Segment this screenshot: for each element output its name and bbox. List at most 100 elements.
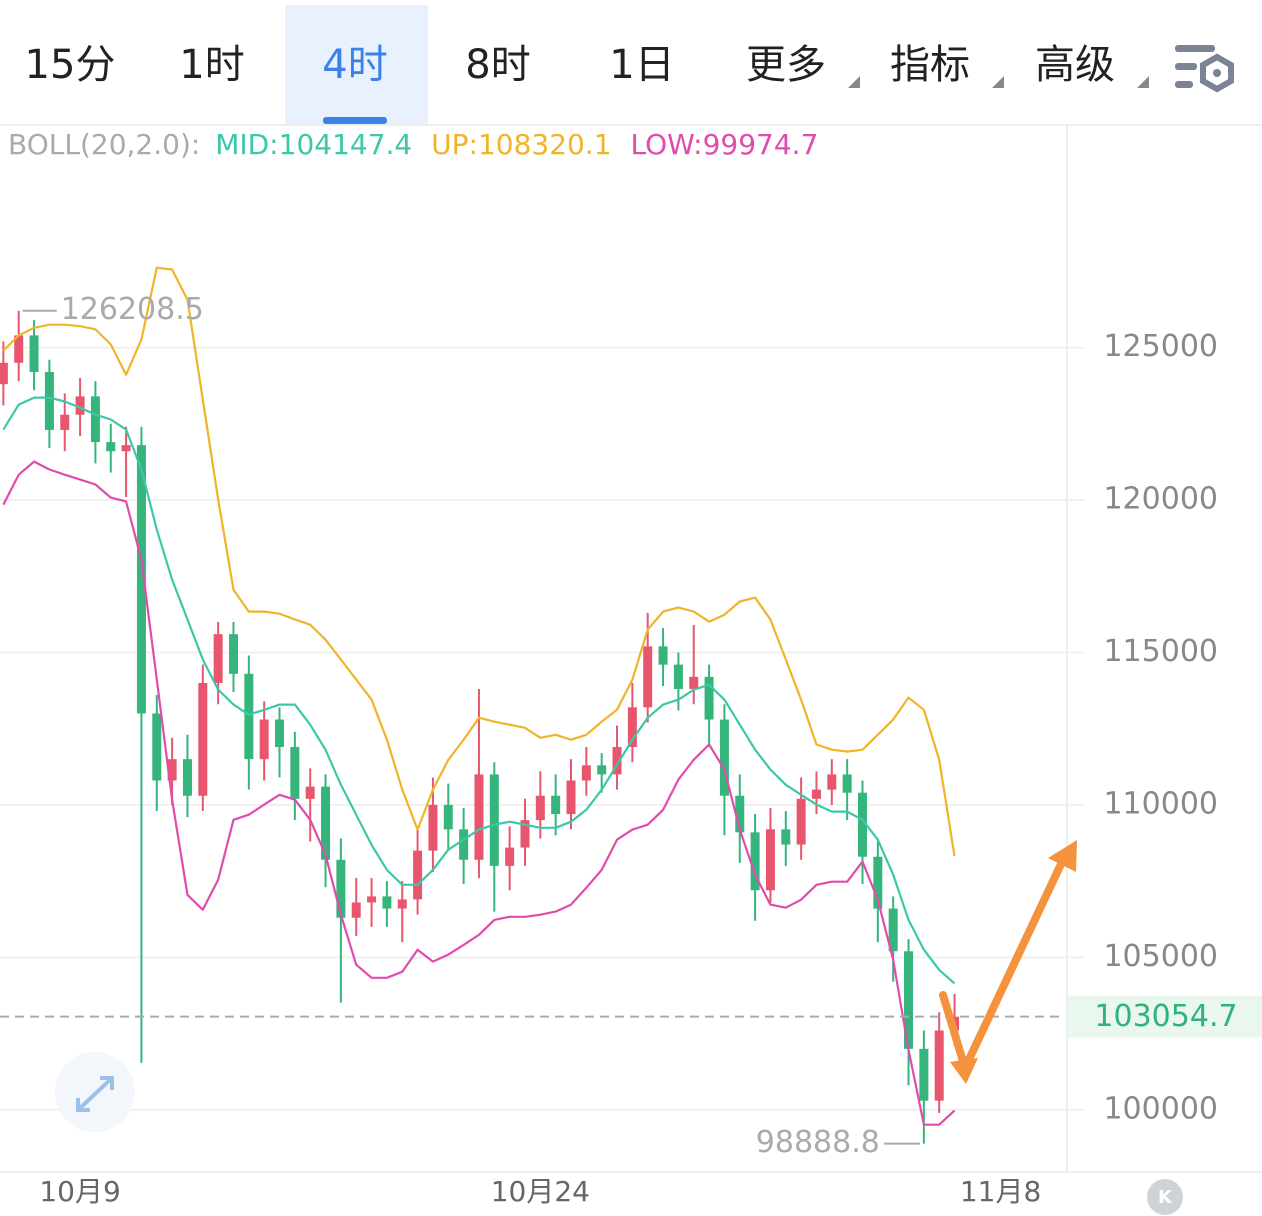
candle-body xyxy=(428,804,438,851)
candle-body xyxy=(213,634,223,683)
plot: 100000 105000 110000 115000 120000 125000 10月9… xyxy=(0,266,1262,1208)
candle-body xyxy=(581,765,591,781)
candle-body xyxy=(888,908,898,952)
candle-body xyxy=(121,445,131,452)
candle-body xyxy=(136,445,146,714)
settings-icon[interactable] xyxy=(1175,45,1234,93)
y-tick-label: 110000 xyxy=(1103,786,1218,821)
tab[interactable]: 更多 xyxy=(746,42,826,88)
tab[interactable]: 高级 xyxy=(1035,42,1115,88)
dropdown-indicator xyxy=(1137,76,1149,88)
y-tick-label: 100000 xyxy=(1103,1091,1218,1126)
candle-body xyxy=(781,829,791,845)
candle-body xyxy=(873,856,883,909)
candle-body xyxy=(152,713,162,781)
candle-body xyxy=(627,707,637,747)
tab[interactable]: 1日 xyxy=(609,42,674,88)
candle-body xyxy=(857,792,867,857)
candle-body xyxy=(535,795,545,821)
up-name: UP: xyxy=(431,128,478,161)
candle-body xyxy=(182,759,192,796)
candle-body xyxy=(290,746,300,799)
candle-body xyxy=(643,646,653,708)
candle-body xyxy=(765,829,775,891)
candle-body xyxy=(14,335,24,363)
candle-body xyxy=(382,896,392,909)
candle-body xyxy=(244,673,254,760)
active-tab-bg xyxy=(285,5,428,125)
expand-button[interactable] xyxy=(55,1052,135,1132)
tab[interactable]: 15分 xyxy=(25,42,116,88)
candle-body xyxy=(275,719,285,747)
boll-line xyxy=(2,266,956,857)
candle-body xyxy=(566,780,576,815)
candle-body xyxy=(673,664,683,690)
tab-bar: 15分 1时 4时 8时 1日 更多 指标 高级 xyxy=(25,5,1149,125)
up-value: 108320.1 xyxy=(478,128,612,161)
y-tick-label: 115000 xyxy=(1103,634,1218,669)
candle-body xyxy=(321,786,331,860)
candle-body xyxy=(90,396,100,443)
y-tick-label: 105000 xyxy=(1103,939,1218,974)
candle-body xyxy=(44,371,54,430)
candle-body xyxy=(75,396,85,415)
candle-body xyxy=(919,1048,929,1101)
candle-body xyxy=(351,902,361,918)
candle-body xyxy=(413,850,423,900)
candle-body xyxy=(934,1030,944,1101)
candle-body xyxy=(827,774,837,790)
candle-body xyxy=(735,795,745,833)
candle-body xyxy=(489,774,499,866)
candle-body xyxy=(505,847,515,866)
candle-body xyxy=(305,786,315,799)
candle-body xyxy=(228,634,238,674)
candle-body xyxy=(811,789,821,799)
candle-body xyxy=(443,804,453,830)
tab[interactable]: 指标 xyxy=(890,42,970,88)
boll-legend: BOLL(20,2.0): MID:104147.4 UP:108320.1 L… xyxy=(8,128,818,161)
candle-body xyxy=(474,774,484,860)
candle-body xyxy=(750,832,760,891)
y-tick-label: 120000 xyxy=(1103,482,1218,517)
tab[interactable]: 4时 xyxy=(322,42,387,88)
low-value: 99974.7 xyxy=(703,128,819,161)
candle-body xyxy=(259,719,269,760)
candle-body xyxy=(658,646,668,665)
candle-body xyxy=(29,335,39,372)
boll-line xyxy=(2,460,956,1126)
candle-body xyxy=(106,442,116,452)
candle-body xyxy=(612,746,622,775)
tab[interactable]: 1时 xyxy=(179,42,244,88)
candle-body xyxy=(842,774,852,793)
x-tick-label: 10月9 xyxy=(39,1175,120,1208)
candle-body xyxy=(367,896,377,903)
candle-body xyxy=(796,798,806,845)
candle-body xyxy=(0,362,8,385)
max-label: 126208.5 xyxy=(61,292,204,327)
y-tick-label: 125000 xyxy=(1103,329,1218,364)
k-button[interactable]: K xyxy=(1147,1179,1183,1215)
candle-body xyxy=(704,676,714,720)
current-price-box xyxy=(1068,995,1262,1038)
candle-body xyxy=(520,820,530,848)
candle-body xyxy=(167,759,177,781)
tab[interactable]: 8时 xyxy=(465,42,530,88)
boll-label: BOLL(20,2.0): xyxy=(8,128,200,161)
active-tab-underline xyxy=(323,117,387,124)
current-price-label: 103054.7 xyxy=(1094,999,1237,1034)
mid-name: MID: xyxy=(215,128,278,161)
min-label: 98888.8 xyxy=(756,1125,880,1160)
candle-body xyxy=(904,951,914,1049)
candle-body xyxy=(719,719,729,796)
candle-body xyxy=(459,829,469,860)
low-name: LOW: xyxy=(630,128,702,161)
candle-body xyxy=(336,859,346,918)
candle-body xyxy=(397,899,407,909)
k-label: K xyxy=(1158,1187,1173,1208)
candle-body xyxy=(689,676,699,690)
mid-value: 104147.4 xyxy=(279,128,413,161)
dropdown-indicator xyxy=(992,76,1004,88)
candle-body xyxy=(551,795,561,815)
